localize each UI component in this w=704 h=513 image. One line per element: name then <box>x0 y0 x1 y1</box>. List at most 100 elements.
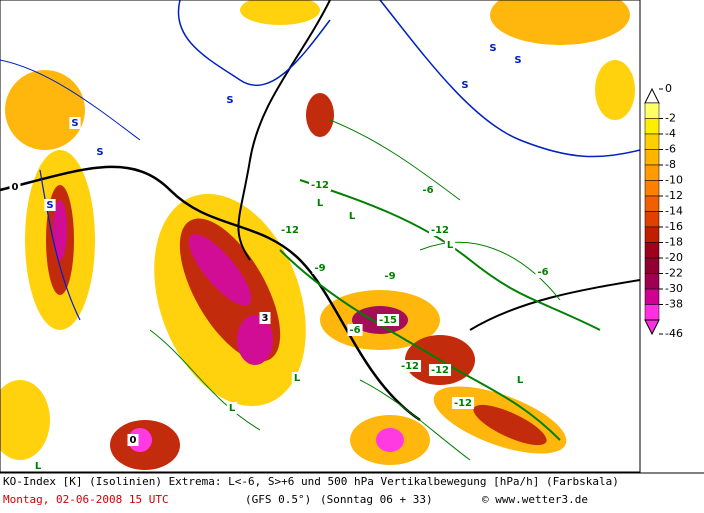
label-bg <box>259 312 271 324</box>
extremum-label: L <box>317 198 324 209</box>
label-bg <box>224 94 236 106</box>
label-bg <box>226 402 238 414</box>
extremum-label: S <box>96 147 103 158</box>
colorbar-tick-label: -46 <box>665 327 683 340</box>
colorbar-tick-label: -16 <box>665 220 683 233</box>
colorbar-swatch <box>644 257 660 274</box>
shading <box>0 0 635 470</box>
extremum-label: S <box>461 80 468 91</box>
label-bg <box>278 224 302 236</box>
label-bg <box>398 360 422 372</box>
colorbar-tick-label: -18 <box>665 236 683 249</box>
contour-label: -6 <box>422 185 433 196</box>
colorbar-swatch <box>644 149 660 166</box>
colorbar-tick-label: -2 <box>665 112 676 125</box>
colorbar-tick-label: -22 <box>665 267 683 280</box>
label-bg <box>127 434 139 446</box>
extremum-label: S <box>226 95 233 106</box>
extremum-label: L <box>35 461 42 472</box>
footer-date: Montag, 02-06-2008 15 UTC <box>3 493 169 506</box>
contour-label: -12 <box>454 398 472 409</box>
extremum-label: L <box>349 211 356 222</box>
map-labels: S S S S S S S L L L L L L L -12 -12 -12 -12 -12 -12 -6 -6 -6 0 0… <box>9 42 551 472</box>
map-frame <box>0 0 641 473</box>
extremum-label: S <box>71 118 78 129</box>
label-bg <box>312 262 328 274</box>
colorbar-swatch <box>644 288 660 305</box>
colorbar-swatch <box>644 180 660 197</box>
contour-label: -12 <box>431 225 449 236</box>
map: S S S S S S S L L L L L L L -12 -12 -12 -12 -12 -12 -6 -6 -6 0 0… <box>0 0 641 473</box>
extremum-label: S <box>46 200 53 211</box>
map-area <box>0 0 640 472</box>
contour-label: 0 <box>130 435 137 446</box>
colorbar-swatch <box>644 164 660 181</box>
colorbar-swatch <box>644 211 660 228</box>
label-bg <box>347 324 363 336</box>
label-bg <box>428 364 452 376</box>
label-bg <box>314 197 326 209</box>
colorbar-swatch <box>644 242 660 259</box>
label-bg <box>512 54 524 66</box>
colorbar-tick-label: -10 <box>665 174 683 187</box>
colorbar-swatch <box>644 118 660 135</box>
colorbar-swatch <box>644 273 660 290</box>
label-bg <box>308 179 332 191</box>
contour-label: -12 <box>431 365 449 376</box>
colorbar-tick-label: -12 <box>665 189 683 202</box>
label-bg <box>94 146 106 158</box>
extremum-label: L <box>294 373 301 384</box>
label-bg <box>428 224 452 236</box>
colorbar-tick-label: -38 <box>665 298 683 311</box>
extremum-label: L <box>447 240 454 251</box>
footer-description: KO-Index [K] (Isolinien) Extrema: L<-6, … <box>3 475 619 488</box>
contour-label: -6 <box>537 267 548 278</box>
footer-run: (Sonntag 06 + 33) <box>320 493 433 506</box>
label-bg <box>376 314 400 326</box>
label-bg <box>420 184 436 196</box>
extremum-label: L <box>517 375 524 386</box>
colorbar-tick-label: -14 <box>665 205 683 218</box>
colorbar-swatch <box>644 304 660 321</box>
colorbar-tick-label: -20 <box>665 251 683 264</box>
contour-label: -9 <box>384 271 395 282</box>
extremum-label: L <box>229 403 236 414</box>
label-bg <box>346 210 358 222</box>
colorbar-swatch <box>644 195 660 212</box>
colorbar-tick-label: 0 <box>665 82 672 95</box>
colorbar-bottom-arrow <box>644 319 660 336</box>
label-bg <box>444 239 456 251</box>
colorbar-tick-label: -4 <box>665 127 676 140</box>
contour-label: -6 <box>349 325 360 336</box>
label-bg <box>69 117 81 129</box>
colorbar-swatch <box>644 226 660 243</box>
label-bg <box>44 199 56 211</box>
colorbar-tick-label: -30 <box>665 282 683 295</box>
label-bg <box>514 374 526 386</box>
footer-model: (GFS 0.5°) <box>245 493 311 506</box>
contour-label: 0 <box>12 182 19 193</box>
colorbar-swatch <box>644 102 660 119</box>
label-bg <box>291 372 303 384</box>
label-bg <box>535 266 551 278</box>
label-bg <box>451 397 475 409</box>
contour-label: 3 <box>262 313 269 324</box>
colorbar: 0 -2 -4 -6 -8 -10 -12 -14 -16 -18 -20 -22 -30 -38 -46 <box>644 82 683 340</box>
colorbar-tick-label: -8 <box>665 158 676 171</box>
contour-label: -12 <box>281 225 299 236</box>
label-bg <box>32 460 44 472</box>
label-bg <box>487 42 499 54</box>
label-bg <box>382 270 398 282</box>
colorbar-swatch <box>644 133 660 150</box>
contour-label: -12 <box>311 180 329 191</box>
contour-label: -15 <box>379 315 397 326</box>
contour-label: -12 <box>401 361 419 372</box>
label-bg <box>459 79 471 91</box>
contour-label: -9 <box>314 263 325 274</box>
footer-credit: © www.wetter3.de <box>482 493 588 506</box>
contours <box>0 0 641 461</box>
extremum-label: S <box>489 43 496 54</box>
extremum-label: S <box>514 55 521 66</box>
label-bg <box>9 181 21 193</box>
